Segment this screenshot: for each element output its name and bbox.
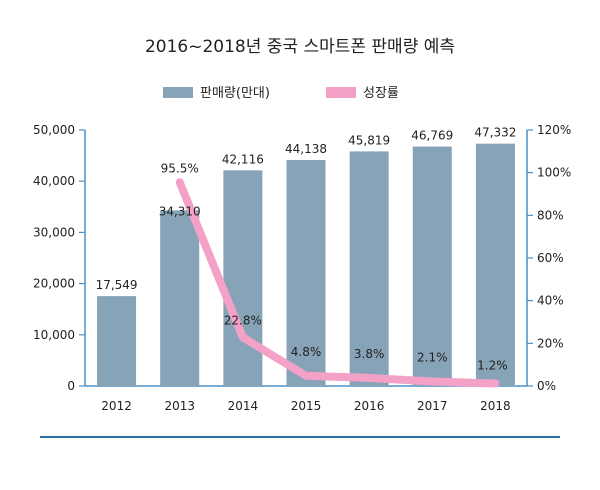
y-left-tick-label: 50,000 bbox=[33, 123, 75, 137]
legend-label-line: 성장률 bbox=[363, 86, 399, 101]
legend-label-bar: 판매량(만대) bbox=[200, 86, 270, 101]
chart-title: 2016~2018년 중국 스마트폰 판매량 예측 bbox=[145, 37, 455, 57]
bar-value-label: 17,549 bbox=[96, 278, 138, 292]
bar-value-label: 46,769 bbox=[411, 129, 453, 143]
bar-value-label: 44,138 bbox=[285, 142, 327, 156]
growth-value-label: 1.2% bbox=[477, 358, 508, 372]
bar bbox=[223, 170, 263, 386]
y-right-tick-label: 0% bbox=[537, 379, 556, 393]
y-left-tick-label: 40,000 bbox=[33, 174, 75, 188]
growth-value-label: 3.8% bbox=[354, 347, 385, 361]
bar bbox=[160, 210, 200, 386]
x-tick-label: 2013 bbox=[164, 399, 195, 413]
bar-value-label: 45,819 bbox=[348, 133, 390, 147]
y-right-tick-label: 120% bbox=[537, 123, 571, 137]
y-left-tick-label: 20,000 bbox=[33, 277, 75, 291]
x-tick-label: 2012 bbox=[101, 399, 132, 413]
y-right-tick-label: 20% bbox=[537, 336, 564, 350]
y-left-tick-label: 0 bbox=[67, 379, 75, 393]
growth-value-label: 4.8% bbox=[291, 345, 322, 359]
x-tick-label: 2014 bbox=[228, 399, 259, 413]
bar bbox=[97, 296, 137, 386]
x-tick-label: 2018 bbox=[480, 399, 511, 413]
bar-value-label: 42,116 bbox=[222, 152, 264, 166]
y-right-tick-label: 80% bbox=[537, 208, 564, 222]
bar bbox=[475, 143, 515, 386]
bar-series bbox=[97, 143, 515, 386]
bar bbox=[412, 146, 452, 386]
bar bbox=[286, 160, 326, 386]
bar-value-label: 47,332 bbox=[474, 126, 516, 140]
data-labels: 17,549 34,310 42,116 44,138 45,819 46,769 47,3… bbox=[96, 126, 517, 373]
y-right-tick-label: 60% bbox=[537, 251, 564, 265]
growth-line bbox=[175, 178, 500, 388]
x-tick-label: 2017 bbox=[417, 399, 448, 413]
legend: 판매량(만대) 성장률 bbox=[163, 86, 399, 101]
y-left-tick-label: 30,000 bbox=[33, 225, 75, 239]
bar-value-label: 34,310 bbox=[159, 204, 201, 218]
bar bbox=[349, 151, 389, 386]
y-right-tick-label: 40% bbox=[537, 294, 564, 308]
x-tick-label: 2016 bbox=[354, 399, 385, 413]
x-tick-label: 2015 bbox=[291, 399, 322, 413]
legend-swatch-bar bbox=[163, 87, 193, 98]
growth-value-label: 95.5% bbox=[161, 161, 199, 175]
growth-value-label: 22.8% bbox=[224, 313, 262, 327]
legend-swatch-line bbox=[326, 87, 356, 98]
y-right-tick-label: 100% bbox=[537, 166, 571, 180]
line-series bbox=[175, 178, 500, 388]
y-left-tick-label: 10,000 bbox=[33, 328, 75, 342]
growth-value-label: 2.1% bbox=[417, 351, 448, 365]
axes: 0 10,000 20,000 30,000 40,000 50,000 0% 20% 40% 6… bbox=[33, 123, 571, 438]
